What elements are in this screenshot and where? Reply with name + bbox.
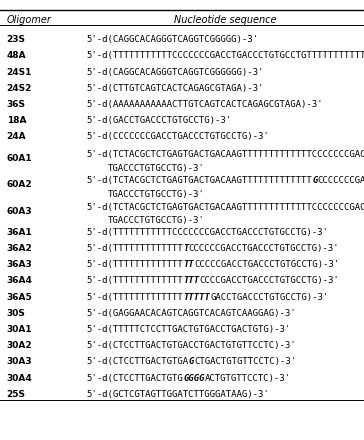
Text: 5'-d(TTTTTTTTTTTTT: 5'-d(TTTTTTTTTTTTT [87,276,183,286]
Text: GGGG: GGGG [183,374,205,382]
Text: 5'-d(GCTCGTAGTTGGATCTTGGGATAAG)-3': 5'-d(GCTCGTAGTTGGATCTTGGGATAAG)-3' [87,390,269,399]
Text: G: G [189,357,194,367]
Text: TTT: TTT [183,276,199,286]
Text: 5'-d(TTTTTTTTTTTCCCCCCCGACCTGACCCTGTGCCTG)-3': 5'-d(TTTTTTTTTTTCCCCCCCGACCTGACCCTGTGCCT… [87,228,328,237]
Text: 36A2: 36A2 [7,244,32,253]
Text: 24S2: 24S2 [7,84,32,93]
Text: 5'-d(CAGGCACAGGGTCAGGTCGGGGGG)-3': 5'-d(CAGGCACAGGGTCAGGTCGGGGGG)-3' [87,68,264,77]
Text: CCCCCGACCTGACCCTGTGCCTG)-3': CCCCCGACCTGACCCTGTGCCTG)-3' [194,260,339,269]
Text: Oligomer: Oligomer [7,15,51,26]
Text: 5'-d(TTTTTTTTTTTTT: 5'-d(TTTTTTTTTTTTT [87,260,183,269]
Text: GACCTGACCCTGTGCCTG)-3': GACCTGACCCTGTGCCTG)-3' [210,293,328,301]
Text: 30A1: 30A1 [7,325,32,334]
Text: 5'-d(AAAAAAAAAAACTTGTCAGTCACTCAGAGCGTAGA)-3': 5'-d(AAAAAAAAAAACTTGTCAGTCACTCAGAGCGTAGA… [87,100,323,109]
Text: 5'-d(TCTACGCTCTGAGTGACTGACAAGTTTTTTTTTTTTTCCCCCCCGACC: 5'-d(TCTACGCTCTGAGTGACTGACAAGTTTTTTTTTTT… [87,150,364,159]
Text: 30A3: 30A3 [7,357,32,367]
Text: 30S: 30S [7,309,25,318]
Text: 36A5: 36A5 [7,293,32,301]
Text: 60A2: 60A2 [7,180,32,189]
Text: 5'-d(TTTTTTTTTTTTT: 5'-d(TTTTTTTTTTTTT [87,293,183,301]
Text: TGACCCTGTGCCTG)-3': TGACCCTGTGCCTG)-3' [107,164,204,172]
Text: 36A1: 36A1 [7,228,32,237]
Text: 30A4: 30A4 [7,374,32,382]
Text: 25S: 25S [7,390,25,399]
Text: 5'-d(CTTGTCAGTCACTCAGAGCGTAGA)-3': 5'-d(CTTGTCAGTCACTCAGAGCGTAGA)-3' [87,84,264,93]
Text: ACTGTGTTCCTC)-3': ACTGTGTTCCTC)-3' [205,374,291,382]
Text: CCCCCCGACCTGACCCTGTGCCTG)-3': CCCCCCGACCTGACCCTGTGCCTG)-3' [189,244,339,253]
Text: 5'-d(TTTTTCTCCTTGACTGTGACCTGACTGTG)-3': 5'-d(TTTTTCTCCTTGACTGTGACCTGACTGTG)-3' [87,325,291,334]
Text: CCCCCCCGACC: CCCCCCCGACC [318,176,364,185]
Text: 5'-d(GAGGAACACAGTCAGGTCACAGTCAAGGAG)-3': 5'-d(GAGGAACACAGTCAGGTCACAGTCAAGGAG)-3' [87,309,296,318]
Text: 36A3: 36A3 [7,260,32,269]
Text: 5'-d(CTCCTTGACTGTG: 5'-d(CTCCTTGACTGTG [87,374,183,382]
Text: 5'-d(TTTTTTTTTTTCCCCCCCGACCTGACCCTGTGCCTGTTTTTTTTTTTTT)-3': 5'-d(TTTTTTTTTTTCCCCCCCGACCTGACCCTGTGCCT… [87,51,364,60]
Text: 5'-d(CTCCTTGACTGTGACCTGACTGTGTTCCTC)-3': 5'-d(CTCCTTGACTGTGACCTGACTGTGTTCCTC)-3' [87,341,296,350]
Text: 5'-d(TTTTTTTTTTTTT: 5'-d(TTTTTTTTTTTTT [87,244,183,253]
Text: 24A: 24A [7,132,26,141]
Text: 5'-d(TCTACGCTCTGAGTGACTGACAAGTTTTTTTTTTTTTCCCCCCCGAC: 5'-d(TCTACGCTCTGAGTGACTGACAAGTTTTTTTTTTT… [87,203,364,212]
Text: 60A3: 60A3 [7,206,32,216]
Text: 60A1: 60A1 [7,154,32,163]
Text: TT: TT [183,260,194,269]
Text: 48A: 48A [7,51,26,60]
Text: CCCCGACCTGACCCTGTGCCTG)-3': CCCCGACCTGACCCTGTGCCTG)-3' [199,276,339,286]
Text: 30A2: 30A2 [7,341,32,350]
Text: 36S: 36S [7,100,25,109]
Text: 36A4: 36A4 [7,276,32,286]
Text: CTGACTGTGTTCCTC)-3': CTGACTGTGTTCCTC)-3' [194,357,296,367]
Text: 18A: 18A [7,116,26,125]
Text: 5'-d(TCTACGCTCTGAGTGACTGACAAGTTTTTTTTTTTTТ: 5'-d(TCTACGCTCTGAGTGACTGACAAGTTTTTTTTTTT… [87,176,312,185]
Text: 5'-d(CCCCCCCGACCTGACCCTGTGCCTG)-3': 5'-d(CCCCCCCGACCTGACCCTGTGCCTG)-3' [87,132,269,141]
Text: 23S: 23S [7,35,25,44]
Text: TGACCCTGTGCCTG)-3': TGACCCTGTGCCTG)-3' [107,216,204,225]
Text: G: G [312,176,318,185]
Text: 5'-d(GACCTGACCCTGTGCCTG)-3': 5'-d(GACCTGACCCTGTGCCTG)-3' [87,116,232,125]
Text: TTTTT: TTTTT [183,293,210,301]
Text: TGACCCTGTGCCTG)-3': TGACCCTGTGCCTG)-3' [107,190,204,199]
Text: Nucleotide sequence: Nucleotide sequence [174,15,277,26]
Text: 5'-d(CTCCTTGACTGTGA: 5'-d(CTCCTTGACTGTGA [87,357,189,367]
Text: 24S1: 24S1 [7,68,32,77]
Text: 5'-d(CAGGCACAGGGTCAGGTCGGGGG)-3': 5'-d(CAGGCACAGGGTCAGGTCGGGGG)-3' [87,35,259,44]
Text: T: T [183,244,189,253]
